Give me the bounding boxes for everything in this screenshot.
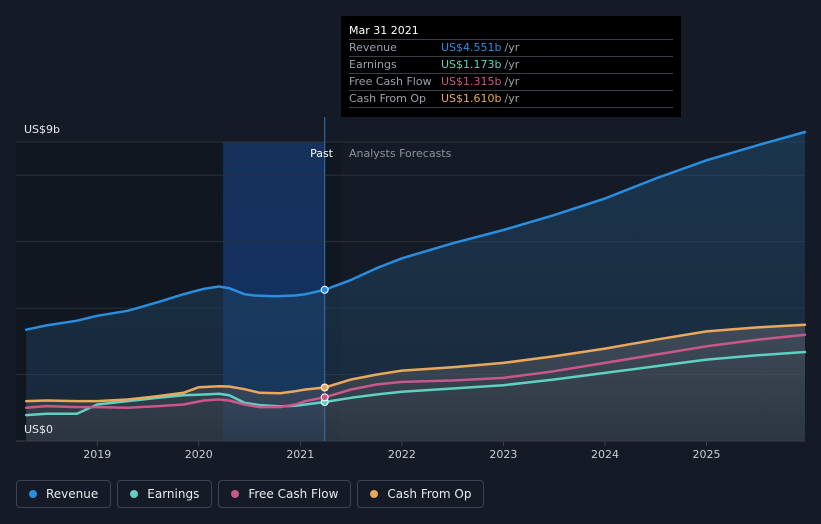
- marker-free-cash-flow: [320, 393, 329, 402]
- tooltip-label: Revenue: [349, 41, 397, 54]
- tooltip-value: US$1.610b: [441, 92, 502, 105]
- tooltip-row-earnings: Earnings US$1.173b /yr: [349, 57, 673, 74]
- x-tick-label: 2019: [83, 448, 111, 461]
- tooltip: Mar 31 2021 Revenue US$4.551b /yr Earnin…: [341, 16, 681, 117]
- past-label: Past: [310, 147, 334, 160]
- tooltip-unit: /yr: [504, 41, 520, 54]
- legend-item-cash-from-op[interactable]: Cash From Op: [357, 480, 485, 508]
- tooltip-label: Cash From Op: [349, 92, 427, 105]
- x-tick-label: 2021: [286, 448, 314, 461]
- tooltip-label: Free Cash Flow: [349, 75, 432, 88]
- legend-dot-icon: [29, 490, 37, 498]
- legend-dot-icon: [130, 490, 139, 498]
- tooltip-row-revenue: Revenue US$4.551b /yr: [349, 40, 673, 57]
- marker-revenue: [320, 285, 329, 294]
- legend-label: Earnings: [147, 487, 200, 501]
- x-tick-label: 2025: [693, 448, 721, 461]
- x-tick-label: 2023: [489, 448, 517, 461]
- legend-item-earnings[interactable]: Earnings: [117, 480, 213, 508]
- forecast-label: Analysts Forecasts: [349, 147, 452, 160]
- tooltip-label: Earnings: [349, 58, 397, 71]
- series-line-revenue: [24, 130, 807, 331]
- tooltip-value: US$1.315b: [441, 75, 502, 88]
- legend-label: Free Cash Flow: [248, 487, 339, 501]
- series-line-earnings: [24, 350, 807, 417]
- y-axis-top-label: US$9b: [24, 123, 60, 136]
- x-tick-label: 2022: [388, 448, 416, 461]
- legend-item-free-cash-flow[interactable]: Free Cash Flow: [218, 480, 352, 508]
- cashflow-area: [26, 324, 805, 441]
- legend-dot-icon: [370, 490, 379, 498]
- tooltip-unit: /yr: [504, 92, 520, 105]
- tooltip-value: US$1.173b: [441, 58, 502, 71]
- tooltip-row-free-cash-flow: Free Cash Flow US$1.315b /yr: [349, 74, 673, 91]
- y-axis-bottom-label: US$0: [24, 423, 53, 436]
- legend: Revenue Earnings Free Cash Flow Cash Fro…: [16, 480, 485, 510]
- legend-item-revenue[interactable]: Revenue: [16, 480, 112, 508]
- x-tick-label: 2024: [591, 448, 619, 461]
- tooltip-row-cash-from-op: Cash From Op US$1.610b /yr: [349, 91, 673, 108]
- tooltip-unit: /yr: [504, 75, 520, 88]
- tooltip-value: US$4.551b: [441, 41, 502, 54]
- marker-cash-from-op: [320, 383, 329, 392]
- legend-label: Revenue: [46, 487, 99, 501]
- series-line-free-cash-flow: [24, 333, 807, 410]
- legend-dot-icon: [231, 490, 240, 498]
- series-line-cash-from-op: [24, 323, 807, 403]
- tooltip-unit: /yr: [504, 58, 520, 71]
- x-tick-label: 2020: [185, 448, 213, 461]
- tooltip-date: Mar 31 2021: [349, 23, 673, 40]
- legend-label: Cash From Op: [387, 487, 472, 501]
